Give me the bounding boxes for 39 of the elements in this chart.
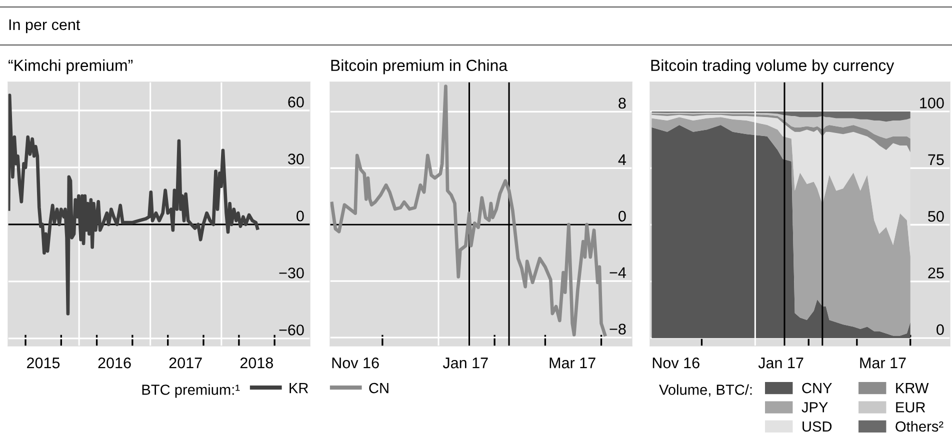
legend-label: USD [802,421,832,432]
legend-title: Volume, BTC/: [659,384,752,397]
legend-label: EUR [896,402,926,412]
legend-label: KR [290,383,308,394]
legend-label: Others² [896,420,944,432]
x-tick-label: Mar 17 [550,358,596,368]
y-tick-label: 4 [618,154,626,165]
y-tick-label: 100 [920,98,944,108]
x-tick-label: Nov 16 [332,358,379,368]
chart-title: Bitcoin trading volume by currency [651,59,894,74]
text: In per cent [9,19,80,34]
y-tick-label: 0 [296,210,304,222]
legend-label: CNY [802,382,832,394]
chart-title: “Kimchi premium” [8,59,133,74]
y-tick-label: −60 [279,324,304,336]
x-tick-label: Jan 17 [442,358,488,368]
legend-label: CN [369,382,388,394]
y-tick-label: 75 [928,154,944,166]
y-tick-label: 0 [936,324,944,336]
y-tick-label: 0 [618,210,626,222]
x-tick-label: 2018 [240,358,273,368]
y-tick-label: −30 [279,268,304,278]
x-tick-label: Jan 17 [758,358,804,368]
x-tick-label: 2015 [27,358,60,368]
legend-label: KRW [896,383,929,394]
y-tick-label: −4 [610,267,626,278]
legend-label: JPY [802,402,828,412]
y-tick-label: 30 [288,154,304,164]
x-tick-label: 2016 [98,358,131,368]
y-tick-label: −8 [610,324,626,335]
x-tick-label: Mar 17 [860,358,906,368]
x-tick-label: 2017 [169,358,202,368]
y-tick-label: 60 [288,96,304,108]
y-tick-label: 50 [928,210,944,222]
chart-title: Bitcoin premium in China [331,59,508,74]
y-tick-label: 25 [928,268,944,278]
y-tick-label: 8 [618,98,626,109]
legend-title: BTC premium:¹ [142,384,240,398]
x-tick-label: Nov 16 [652,358,700,368]
